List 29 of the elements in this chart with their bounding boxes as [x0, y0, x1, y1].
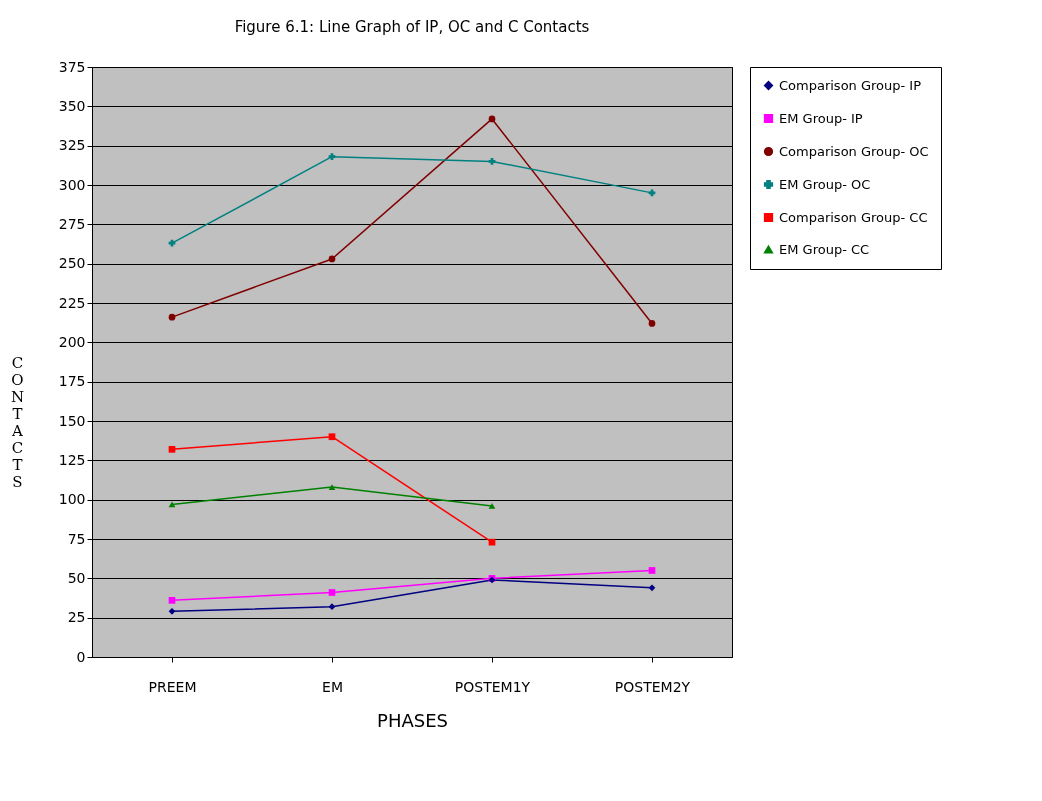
y-axis-title: CONTACTS	[10, 353, 25, 491]
legend-label: EM Group- CC	[779, 241, 870, 257]
y-tick-label: 225	[58, 294, 86, 311]
y-tick-label: 175	[58, 373, 86, 390]
legend-label: Comparison Group- CC	[779, 209, 928, 225]
y-tick-label: 300	[58, 176, 86, 193]
y-tick-label: 275	[58, 215, 86, 232]
y-tick-label: 125	[58, 451, 86, 468]
y-tick-label: 200	[58, 333, 86, 350]
y-tick-label: 0	[76, 648, 86, 665]
y-tick-label: 50	[67, 569, 86, 586]
legend-label: Comparison Group- IP	[779, 77, 922, 93]
x-tick-label: POSTEM2Y	[614, 678, 691, 695]
y-tick-label: 325	[58, 137, 86, 154]
x-axis-title: PHASES	[377, 709, 448, 731]
y-tick-label: 250	[58, 255, 86, 272]
y-tick-label: 375	[58, 58, 86, 75]
y-tick-label: 100	[58, 491, 86, 508]
legend-label: EM Group- OC	[779, 176, 871, 192]
y-tick-label: 25	[67, 609, 86, 626]
x-tick-label: POSTEM1Y	[454, 678, 531, 695]
y-tick-label: 75	[67, 530, 86, 547]
legend-label: Comparison Group- OC	[779, 143, 929, 159]
x-tick-label: PREEM	[148, 678, 197, 695]
x-tick-label: EM	[322, 678, 343, 695]
legend-label: EM Group- IP	[779, 110, 863, 126]
y-tick-label: 150	[58, 412, 86, 429]
chart-title: Figure 6.1: Line Graph of IP, OC and C Contacts	[234, 18, 590, 36]
y-tick-label: 350	[58, 97, 86, 114]
